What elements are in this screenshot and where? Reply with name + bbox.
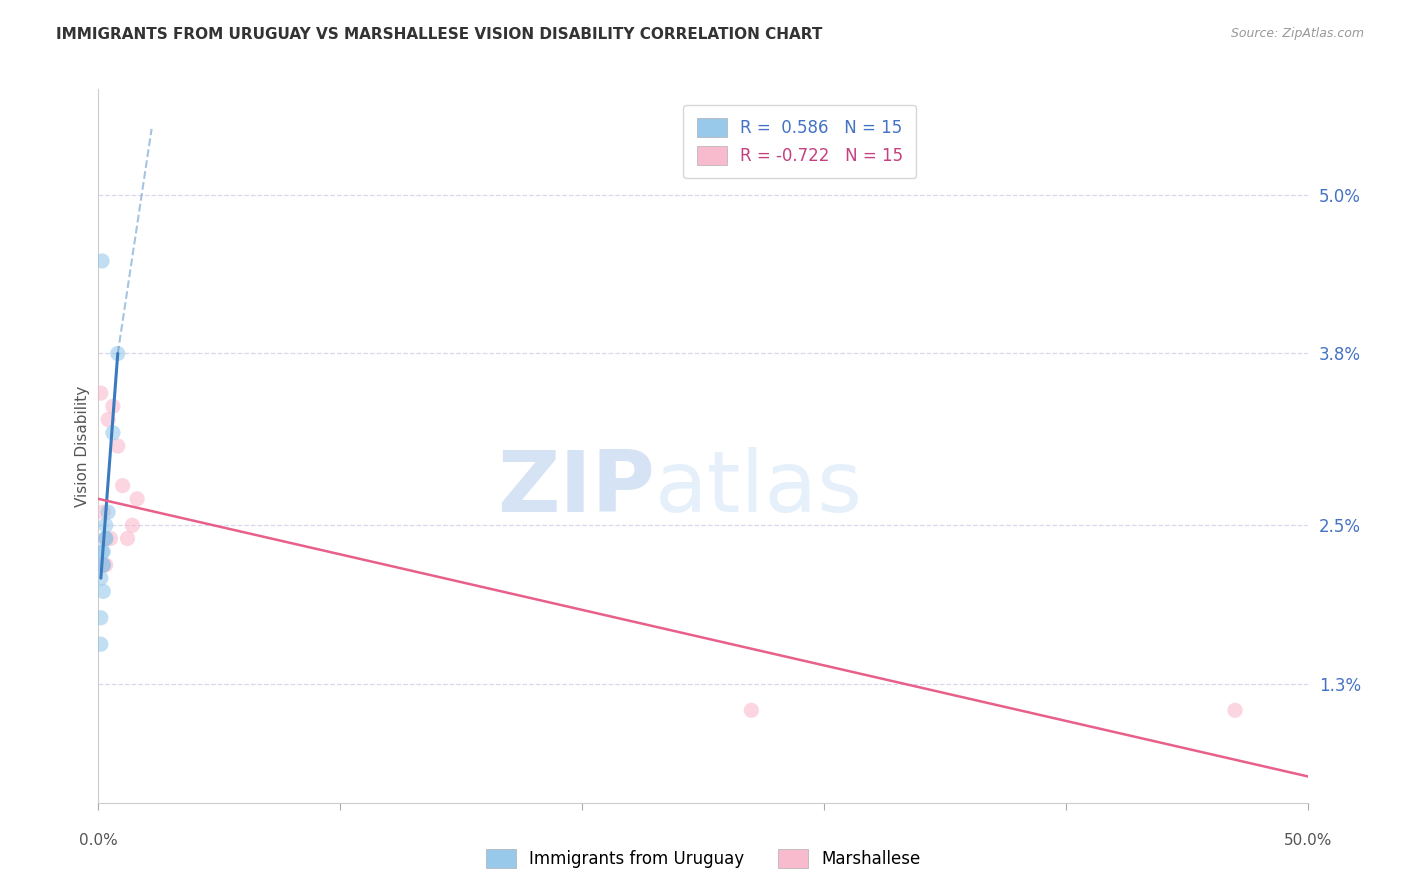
Point xyxy=(97,412,120,426)
Legend: R =  0.586   N = 15, R = -0.722   N = 15: R = 0.586 N = 15, R = -0.722 N = 15 xyxy=(683,104,917,178)
Text: 0.0%: 0.0% xyxy=(79,833,118,848)
Point xyxy=(91,558,114,572)
Point xyxy=(101,400,124,414)
Point xyxy=(91,545,114,559)
Point xyxy=(97,505,120,519)
Point xyxy=(91,545,114,559)
Point xyxy=(107,346,129,360)
Point xyxy=(94,558,117,572)
Point xyxy=(94,532,117,546)
Point xyxy=(91,584,114,599)
Point xyxy=(107,439,129,453)
Point xyxy=(111,478,134,492)
Y-axis label: Vision Disability: Vision Disability xyxy=(75,385,90,507)
Point xyxy=(91,558,114,572)
Point xyxy=(91,505,114,519)
Point xyxy=(100,532,122,546)
Text: ZIP: ZIP xyxy=(496,447,655,531)
Point xyxy=(117,532,139,546)
Point xyxy=(90,571,112,585)
Point xyxy=(1223,703,1246,717)
Point xyxy=(127,491,149,506)
Point xyxy=(101,425,124,440)
Legend: Immigrants from Uruguay, Marshallese: Immigrants from Uruguay, Marshallese xyxy=(479,842,927,875)
Point xyxy=(91,254,114,268)
Point xyxy=(94,532,117,546)
Text: IMMIGRANTS FROM URUGUAY VS MARSHALLESE VISION DISABILITY CORRELATION CHART: IMMIGRANTS FROM URUGUAY VS MARSHALLESE V… xyxy=(56,27,823,42)
Point xyxy=(91,558,114,572)
Point xyxy=(90,611,112,625)
Point xyxy=(94,518,117,533)
Point xyxy=(121,518,143,533)
Text: Source: ZipAtlas.com: Source: ZipAtlas.com xyxy=(1230,27,1364,40)
Point xyxy=(90,637,112,651)
Text: 50.0%: 50.0% xyxy=(1284,833,1331,848)
Point xyxy=(94,532,117,546)
Point xyxy=(90,386,112,401)
Point xyxy=(740,703,762,717)
Text: atlas: atlas xyxy=(655,447,863,531)
